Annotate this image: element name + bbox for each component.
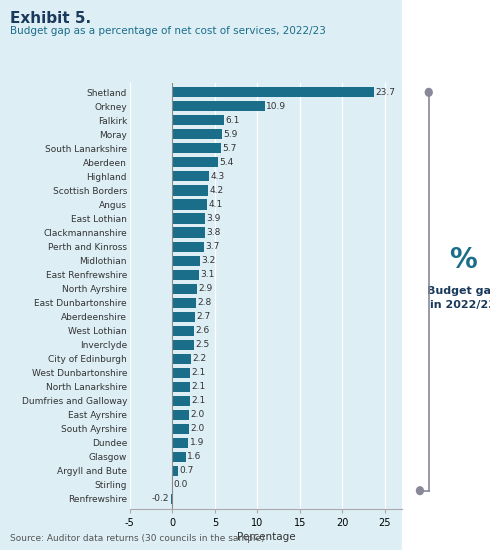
Text: 5.4: 5.4 — [220, 158, 234, 167]
Bar — [172, 256, 199, 266]
Bar — [172, 396, 190, 406]
Bar — [172, 354, 191, 364]
Bar — [172, 213, 205, 223]
Bar — [172, 200, 207, 210]
Text: 4.1: 4.1 — [208, 200, 223, 209]
Text: 2.1: 2.1 — [192, 397, 206, 405]
Text: Budget gap as a percentage of net cost of services, 2022/23: Budget gap as a percentage of net cost o… — [10, 26, 326, 36]
Bar — [172, 270, 198, 279]
Text: 4.3: 4.3 — [210, 172, 224, 181]
Text: 2.6: 2.6 — [196, 326, 210, 335]
Text: 3.9: 3.9 — [207, 214, 221, 223]
Text: 4.2: 4.2 — [209, 186, 223, 195]
Text: 2.0: 2.0 — [191, 425, 205, 433]
Bar — [172, 129, 222, 140]
Text: %: % — [449, 246, 477, 274]
Bar — [171, 494, 172, 504]
Bar — [172, 466, 178, 476]
X-axis label: Percentage: Percentage — [237, 532, 295, 542]
Text: 5.9: 5.9 — [224, 130, 238, 139]
Text: Source: Auditor data returns (30 councils in the sample): Source: Auditor data returns (30 council… — [10, 535, 265, 543]
Bar — [172, 382, 190, 392]
Text: 0.0: 0.0 — [173, 480, 188, 490]
Bar — [172, 368, 190, 378]
Text: 2.1: 2.1 — [192, 382, 206, 391]
Bar — [172, 410, 189, 420]
Bar — [172, 438, 189, 448]
Bar — [172, 241, 204, 251]
Text: -0.2: -0.2 — [152, 494, 170, 503]
Text: 2.9: 2.9 — [198, 284, 213, 293]
Bar — [172, 185, 208, 195]
Text: 2.1: 2.1 — [192, 368, 206, 377]
Bar — [172, 144, 221, 153]
Text: Exhibit 5.: Exhibit 5. — [10, 11, 91, 26]
Bar — [172, 284, 197, 294]
Bar — [172, 157, 218, 167]
Text: 5.7: 5.7 — [222, 144, 237, 153]
Text: 3.1: 3.1 — [200, 270, 214, 279]
Text: 6.1: 6.1 — [225, 116, 240, 125]
Text: 3.8: 3.8 — [206, 228, 220, 237]
Text: Budget gap
in 2022/23: Budget gap in 2022/23 — [427, 287, 490, 310]
Bar — [172, 298, 196, 307]
Bar — [172, 312, 196, 322]
Bar — [172, 228, 205, 238]
Bar — [172, 172, 209, 182]
Text: 2.5: 2.5 — [195, 340, 209, 349]
Text: 10.9: 10.9 — [266, 102, 286, 111]
Text: 1.9: 1.9 — [190, 438, 204, 447]
Bar — [172, 87, 374, 97]
Bar — [172, 326, 195, 336]
Bar — [172, 452, 186, 462]
Text: 2.7: 2.7 — [196, 312, 211, 321]
Text: 3.2: 3.2 — [201, 256, 215, 265]
Text: 2.8: 2.8 — [197, 298, 212, 307]
Bar — [172, 101, 265, 112]
Text: 23.7: 23.7 — [375, 88, 395, 97]
Text: 3.7: 3.7 — [205, 242, 220, 251]
Bar — [172, 424, 189, 434]
Text: 2.2: 2.2 — [192, 354, 206, 363]
Bar — [172, 116, 224, 125]
Text: 0.7: 0.7 — [179, 466, 194, 475]
Text: 1.6: 1.6 — [187, 452, 201, 461]
Bar — [172, 340, 194, 350]
Text: 2.0: 2.0 — [191, 410, 205, 419]
